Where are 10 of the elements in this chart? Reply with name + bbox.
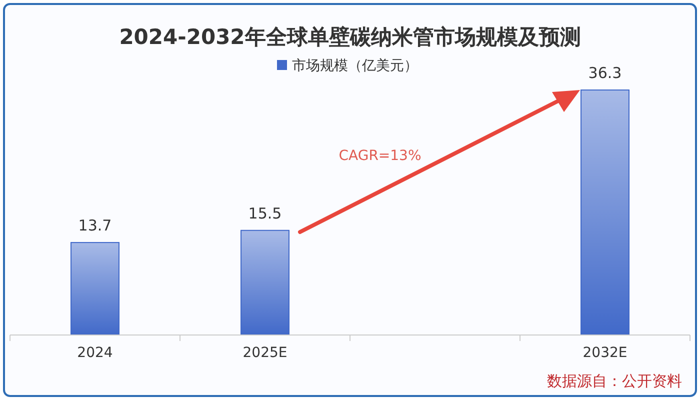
data-label: 15.5 [248, 204, 282, 222]
x-tick-label: 2032E [582, 345, 628, 361]
annotation: CAGR=13% [338, 148, 422, 164]
x-tick-label: 2024 [77, 345, 113, 361]
text: 数据源自：公开资料 [547, 372, 682, 390]
legend-label: 市场规模（亿美元） [292, 58, 418, 74]
data-label: 36.3 [588, 64, 622, 82]
chart-title: 2024-2032年全球单壁碳纳米管市场规模及预测 [119, 25, 581, 49]
x-tick-label: 2025E [242, 345, 288, 361]
data-label: 13.7 [78, 216, 112, 235]
